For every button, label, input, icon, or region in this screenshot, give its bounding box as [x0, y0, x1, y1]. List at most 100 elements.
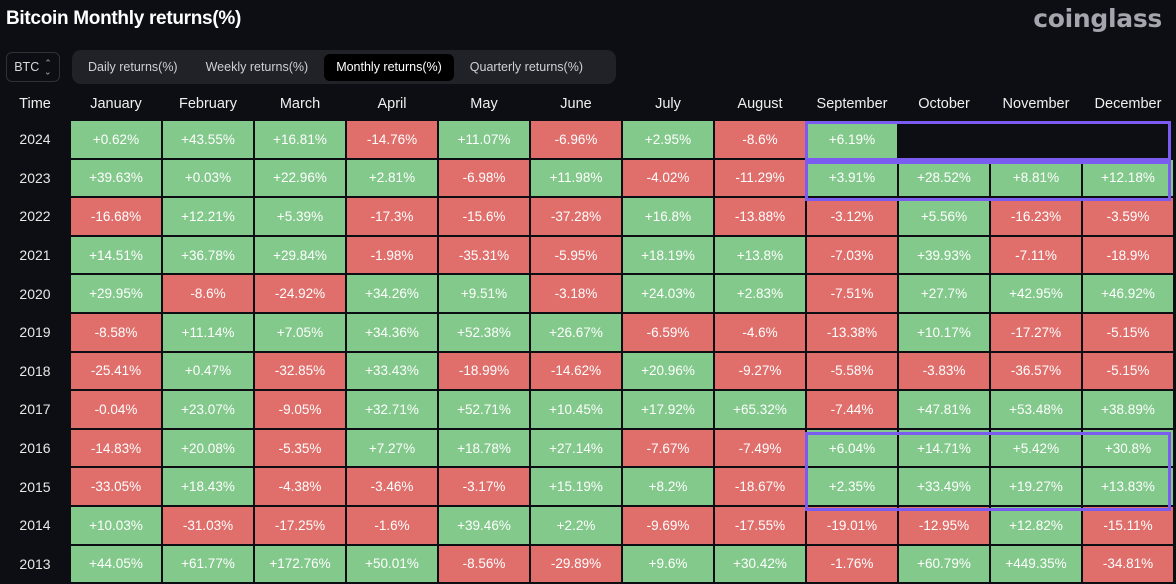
return-cell: +18.19% — [623, 236, 713, 274]
return-cell: +9.6% — [623, 545, 713, 583]
return-cell: -3.46% — [347, 468, 437, 505]
return-cell: +19.27% — [991, 468, 1081, 505]
return-cell: +10.17% — [899, 313, 989, 351]
return-cell: +14.71% — [899, 429, 989, 467]
return-cell: +44.05% — [71, 545, 161, 583]
return-cell: +60.79% — [899, 545, 989, 583]
return-cell — [991, 121, 1081, 158]
return-cell: -7.67% — [623, 429, 713, 467]
return-cell: -34.81% — [1083, 545, 1173, 583]
return-cell: -9.69% — [623, 506, 713, 544]
return-cell: +8.2% — [623, 468, 713, 505]
tab-daily-returns[interactable]: Daily returns(%) — [88, 60, 178, 74]
return-cell: -17.3% — [347, 198, 437, 235]
return-cell: -14.83% — [71, 429, 161, 467]
return-cell: +11.07% — [439, 121, 529, 158]
return-cell: -5.15% — [1083, 352, 1173, 390]
return-cell: -15.11% — [1083, 506, 1173, 544]
return-cell: -6.59% — [623, 313, 713, 351]
return-cell: -1.98% — [347, 236, 437, 274]
tab-monthly-returns[interactable]: Monthly returns(%) — [324, 53, 454, 81]
return-cell: +6.04% — [807, 429, 897, 467]
return-cell: -6.98% — [439, 159, 529, 197]
return-cell: -16.23% — [991, 198, 1081, 235]
return-cell: -7.11% — [991, 236, 1081, 274]
return-cell: -7.03% — [807, 236, 897, 274]
return-cell: +46.92% — [1083, 275, 1173, 312]
return-cell: -4.38% — [255, 468, 345, 505]
return-cell: -3.59% — [1083, 198, 1173, 235]
returns-period-tabs: Daily returns(%) Weekly returns(%) Month… — [72, 50, 616, 84]
return-cell: +24.03% — [623, 275, 713, 312]
column-header-november: November — [1002, 96, 1070, 112]
return-cell: +39.46% — [439, 506, 529, 544]
return-cell: +10.45% — [531, 391, 621, 428]
column-header-march: March — [279, 96, 321, 112]
return-cell: +14.51% — [71, 236, 161, 274]
return-cell: +172.76% — [255, 545, 345, 583]
row-year-label: 2018 — [19, 362, 51, 379]
return-cell: +7.27% — [347, 429, 437, 467]
return-cell: +7.05% — [255, 313, 345, 351]
return-cell: +12.21% — [163, 198, 253, 235]
return-cell: -5.95% — [531, 236, 621, 274]
return-cell: -17.25% — [255, 506, 345, 544]
return-cell: -5.58% — [807, 352, 897, 390]
column-header-october: October — [918, 96, 970, 112]
return-cell: +2.81% — [347, 159, 437, 197]
return-cell: +33.49% — [899, 468, 989, 505]
tab-weekly-returns[interactable]: Weekly returns(%) — [205, 60, 309, 74]
return-cell: +12.18% — [1083, 159, 1173, 197]
column-header-april: April — [377, 96, 407, 112]
column-header-may: May — [470, 96, 498, 112]
return-cell: -3.18% — [531, 275, 621, 312]
return-cell: -8.6% — [163, 275, 253, 312]
return-cell: -3.17% — [439, 468, 529, 505]
return-cell: +11.14% — [163, 313, 253, 351]
return-cell: -3.83% — [899, 352, 989, 390]
asset-select[interactable]: BTC ⌃ ⌃ — [6, 52, 60, 82]
return-cell: +9.51% — [439, 275, 529, 312]
page-title: Bitcoin Monthly returns(%) — [6, 8, 241, 29]
return-cell: -37.28% — [531, 198, 621, 235]
row-year-label: 2024 — [19, 131, 51, 148]
column-header-july: July — [655, 96, 681, 112]
return-cell: -9.27% — [715, 352, 805, 390]
return-cell: -24.92% — [255, 275, 345, 312]
return-cell: -25.41% — [71, 352, 161, 390]
row-year-label: 2022 — [19, 208, 51, 225]
return-cell: -5.15% — [1083, 313, 1173, 351]
return-cell: -32.85% — [255, 352, 345, 390]
return-cell: -7.51% — [807, 275, 897, 312]
return-cell: +13.8% — [715, 236, 805, 274]
column-header-september: September — [816, 96, 888, 112]
return-cell: +61.77% — [163, 545, 253, 583]
return-cell: -19.01% — [807, 506, 897, 544]
return-cell: +39.63% — [71, 159, 161, 197]
tab-quarterly-returns[interactable]: Quarterly returns(%) — [469, 60, 584, 74]
return-cell: +0.03% — [163, 159, 253, 197]
return-cell: +449.35% — [991, 545, 1081, 583]
return-cell: -33.05% — [71, 468, 161, 505]
return-cell: +2.95% — [623, 121, 713, 158]
return-cell: -17.55% — [715, 506, 805, 544]
row-year-label: 2013 — [19, 555, 51, 572]
return-cell: +16.81% — [255, 121, 345, 158]
return-cell: -3.12% — [807, 198, 897, 235]
return-cell — [1083, 121, 1173, 158]
return-cell: +29.95% — [71, 275, 161, 312]
return-cell: +42.95% — [991, 275, 1081, 312]
updown-chevron-icon: ⌃ ⌃ — [44, 58, 52, 77]
return-cell: -14.76% — [347, 121, 437, 158]
return-cell: +0.47% — [163, 352, 253, 390]
row-year-label: 2019 — [19, 324, 51, 341]
return-cell: -7.49% — [715, 429, 805, 467]
return-cell: +12.82% — [991, 506, 1081, 544]
return-cell: -35.31% — [439, 236, 529, 274]
return-cell: -5.35% — [255, 429, 345, 467]
return-cell: -36.57% — [991, 352, 1081, 390]
column-header-february: February — [178, 96, 238, 112]
monthly-returns-table: Time January February March April May June July… — [0, 88, 1174, 583]
row-year-label: 2021 — [19, 247, 51, 264]
column-header-time: Time — [19, 96, 51, 112]
